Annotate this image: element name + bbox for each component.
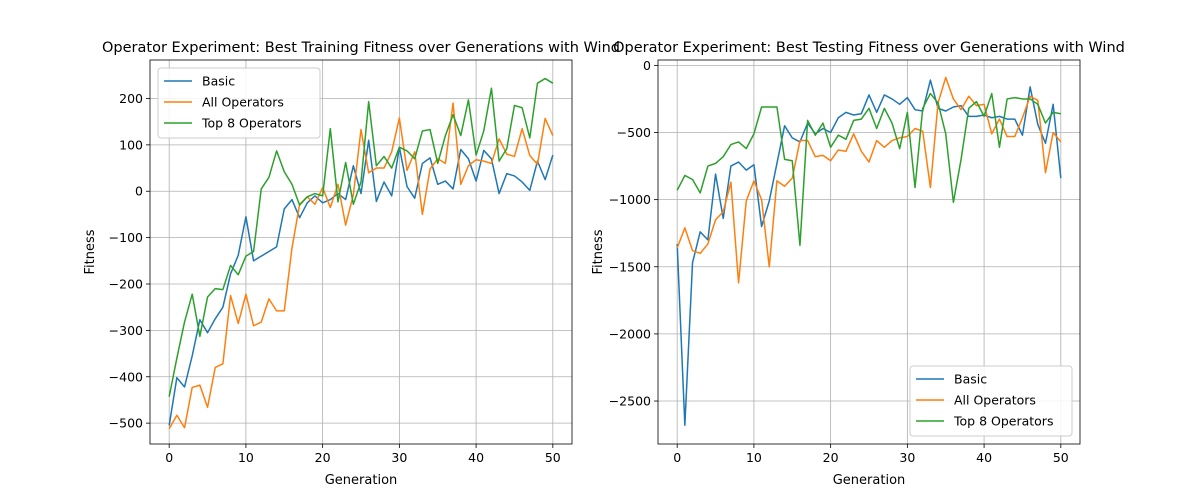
- x-tick-label: 40: [468, 450, 484, 465]
- chart-2: 0 10 20 30 40 50 −2500 −2000 −1500 −1000 −500 0 Gene…: [591, 40, 1125, 488]
- x-tick-label: 10: [238, 450, 254, 465]
- y-axis-label: Fitness: [591, 229, 606, 274]
- legend: Basic All Operators Top 8 Operators: [157, 67, 321, 139]
- legend-label: All Operators: [954, 393, 1036, 408]
- x-tick-label: 30: [391, 450, 407, 465]
- x-tick-label: 10: [746, 450, 762, 465]
- x-tick-label: 0: [673, 450, 681, 465]
- y-tick-label: −1000: [609, 192, 651, 207]
- legend-box: [909, 365, 1073, 437]
- series-line-top-8-operators: [168, 77, 554, 397]
- x-tick-label: 50: [1053, 450, 1069, 465]
- y-axis-label: Fitness: [83, 229, 98, 274]
- chart-title: Operator Experiment: Best Training Fitne…: [102, 40, 620, 56]
- x-tick-label: 0: [165, 450, 173, 465]
- series-line-all-operators: [168, 102, 554, 430]
- series-line-top-8-operators: [676, 92, 1061, 247]
- y-tick-label: 200: [119, 91, 143, 106]
- axes-frame: [657, 59, 1081, 445]
- chart-1: 0 10 20 30 40 50 −500 −400 −300 −200 −100 0 100 200 Ge…: [83, 40, 620, 488]
- legend: Basic All Operators Top 8 Operators: [909, 365, 1073, 437]
- x-tick-label: 50: [545, 450, 561, 465]
- y-tick-label: −1500: [609, 259, 651, 274]
- y-tick-label: −100: [109, 230, 143, 245]
- x-tick-label: 40: [976, 450, 992, 465]
- series-line-all-operators: [676, 76, 1062, 284]
- y-tick-label: 100: [119, 137, 143, 152]
- y-tick-label: −300: [109, 323, 143, 338]
- legend-label: Top 8 Operators: [953, 414, 1053, 429]
- x-tick-label: 20: [315, 450, 331, 465]
- x-axis-label: Generation: [325, 473, 398, 488]
- y-tick-label: −2000: [609, 326, 651, 341]
- y-tick-label: 0: [643, 58, 651, 73]
- legend-label: Top 8 Operators: [201, 116, 301, 131]
- legend-label: All Operators: [202, 95, 284, 110]
- y-tick-label: 0: [135, 184, 143, 199]
- y-tick-label: −200: [109, 277, 143, 292]
- x-axis-label: Generation: [833, 473, 906, 488]
- x-tick-label: 30: [899, 450, 915, 465]
- legend-label: Basic: [954, 372, 987, 387]
- axes-frame: [149, 59, 573, 445]
- chart-title: Operator Experiment: Best Testing Fitnes…: [613, 40, 1125, 56]
- y-tick-label: −2500: [609, 394, 651, 409]
- legend-label: Basic: [202, 74, 235, 89]
- y-tick-label: −400: [109, 369, 143, 384]
- y-tick-label: −500: [617, 125, 651, 140]
- legend-box: [157, 67, 321, 139]
- x-tick-label: 20: [823, 450, 839, 465]
- y-tick-label: −500: [109, 416, 143, 431]
- series-line-basic: [676, 79, 1062, 426]
